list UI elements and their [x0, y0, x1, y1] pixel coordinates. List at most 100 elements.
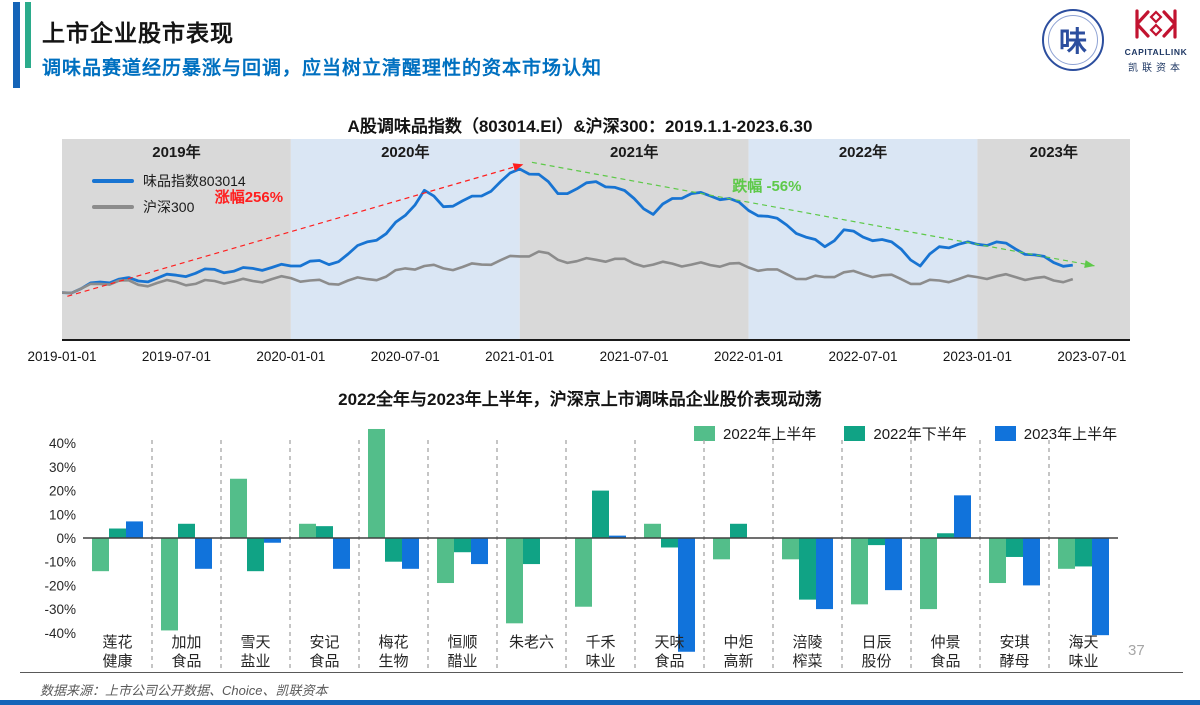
bar	[264, 538, 281, 543]
company-label: 千禾	[585, 634, 615, 651]
swatch-2022h1	[694, 426, 715, 441]
bar	[109, 528, 126, 538]
bar	[885, 538, 902, 591]
company-label: 日辰	[861, 634, 891, 651]
csi300-series-swatch	[92, 205, 134, 209]
index-series-label: 味品指数803014	[143, 173, 246, 189]
swatch-2022h2	[844, 426, 866, 441]
legend-item-2022h2: 2022年下半年	[842, 423, 969, 444]
accent-bar-blue	[13, 2, 20, 88]
y-tick-label: 20%	[49, 484, 76, 499]
bar	[230, 478, 247, 538]
csi300-line	[61, 250, 1074, 295]
bar	[920, 538, 937, 610]
year-band-label: 2019年	[152, 143, 200, 161]
company-label: 生物	[378, 653, 408, 670]
legend-item-index: 味品指数803014	[92, 168, 246, 194]
bar	[1058, 538, 1075, 569]
bar	[1092, 538, 1109, 636]
company-label: 天味	[654, 634, 684, 651]
x-tick-label: 2019-07-01	[141, 349, 211, 364]
y-tick-label: 30%	[49, 460, 76, 475]
company-label: 酵母	[999, 653, 1029, 670]
company-label: 食品	[654, 653, 684, 670]
csi300-series-label: 沪深300	[143, 199, 195, 215]
bar	[730, 523, 747, 538]
bar	[954, 495, 971, 538]
company-label: 股份	[861, 653, 891, 670]
page-number: 37	[1128, 642, 1145, 659]
bar	[868, 538, 885, 546]
bar-chart: 40% 30% 20% 10% 0% -10% -20% -30% -40% 莲花 健康 加加 食品 雪天…	[30, 425, 1135, 677]
data-source: 数据来源：上市公司公开数据、Choice、凯联资本	[40, 683, 328, 698]
company-label: 海天	[1068, 634, 1098, 651]
company-label: 醋业	[447, 653, 477, 670]
bar	[678, 538, 695, 652]
bar	[644, 523, 661, 538]
capitalink-cn-wordmark: 凯联资本	[1128, 63, 1184, 74]
line-chart: 2019年 2020年 2021年 2022年 2023年 涨幅256% 跌幅 -56%	[61, 139, 1130, 342]
bar-chart-title: 2022全年与2023年上半年，沪深京上市调味品企业股价表现动荡	[338, 390, 822, 409]
bar	[195, 538, 212, 569]
company-label: 味业	[1068, 653, 1098, 670]
line-chart-title: A股调味品指数（803014.EI）&沪深300：2019.1.1-2023.6…	[347, 117, 813, 136]
bar	[523, 538, 540, 565]
capitalink-logo: CAPITALLINK 凯联资本	[1118, 8, 1194, 74]
company-label: 榨菜	[792, 652, 822, 670]
bar	[661, 538, 678, 548]
line-chart-x-axis: 2019-01-01 2019-07-01 2020-01-01 2020-07-01…	[27, 349, 1130, 371]
x-tick-label: 2022-07-01	[828, 349, 898, 364]
company-label: 味业	[585, 653, 615, 670]
year-band-label: 2020年	[381, 143, 429, 161]
bar	[1075, 538, 1092, 567]
bar	[368, 428, 385, 538]
company-label: 食品	[309, 653, 339, 670]
company-label: 加加	[171, 634, 201, 651]
year-band	[977, 139, 1130, 339]
company-label: 健康	[102, 653, 132, 670]
line-chart-legend: 味品指数803014 沪深300	[92, 168, 246, 220]
company-label: 仲景	[930, 634, 960, 651]
condiment-index-line	[61, 167, 1073, 295]
bar	[471, 538, 488, 565]
bar	[937, 533, 954, 538]
x-tick-label: 2020-07-01	[370, 349, 440, 364]
bar	[506, 538, 523, 624]
x-tick-label: 2023-07-01	[1057, 349, 1127, 364]
association-logo-glyph: 味	[1058, 27, 1087, 58]
swatch-2023h1	[994, 426, 1016, 441]
bar	[454, 538, 471, 553]
bar	[385, 538, 402, 562]
label-2023h1: 2023年上半年	[1023, 426, 1118, 443]
accent-bar-teal	[25, 2, 31, 68]
x-tick-label: 2020-01-01	[256, 349, 326, 364]
company-label: 安琪	[999, 634, 1029, 651]
rise-arrow-label: 涨幅256%	[215, 188, 283, 206]
company-label: 安记	[309, 634, 339, 651]
year-band-label: 2022年	[839, 143, 887, 161]
fall-arrow-label: 跌幅 -56%	[732, 177, 801, 195]
bar	[402, 538, 419, 569]
bar	[333, 538, 350, 569]
page-subtitle: 调味品赛道经历暴涨与回调，应当树立清醒理性的资本市场认知	[42, 58, 603, 79]
bar	[437, 538, 454, 584]
company-label: 雪天	[240, 634, 270, 651]
bar	[247, 538, 264, 572]
bar	[592, 490, 609, 538]
bar	[1006, 538, 1023, 557]
year-band-label: 2021年	[610, 143, 658, 161]
capitalink-wordmark: CAPITALLINK	[1124, 47, 1188, 57]
company-label: 莲花	[102, 634, 132, 651]
capitalink-mark-icon	[1135, 9, 1177, 39]
label-2022h2: 2022年下半年	[873, 426, 967, 443]
legend-item-csi300: 沪深300	[92, 194, 246, 220]
x-tick-label: 2023-01-01	[942, 349, 1012, 364]
bar	[782, 538, 799, 560]
company-label: 食品	[171, 653, 201, 670]
company-label: 盐业	[240, 653, 270, 670]
page-title: 上市企业股市表现	[42, 20, 234, 46]
fall-arrow-head	[1084, 260, 1095, 268]
